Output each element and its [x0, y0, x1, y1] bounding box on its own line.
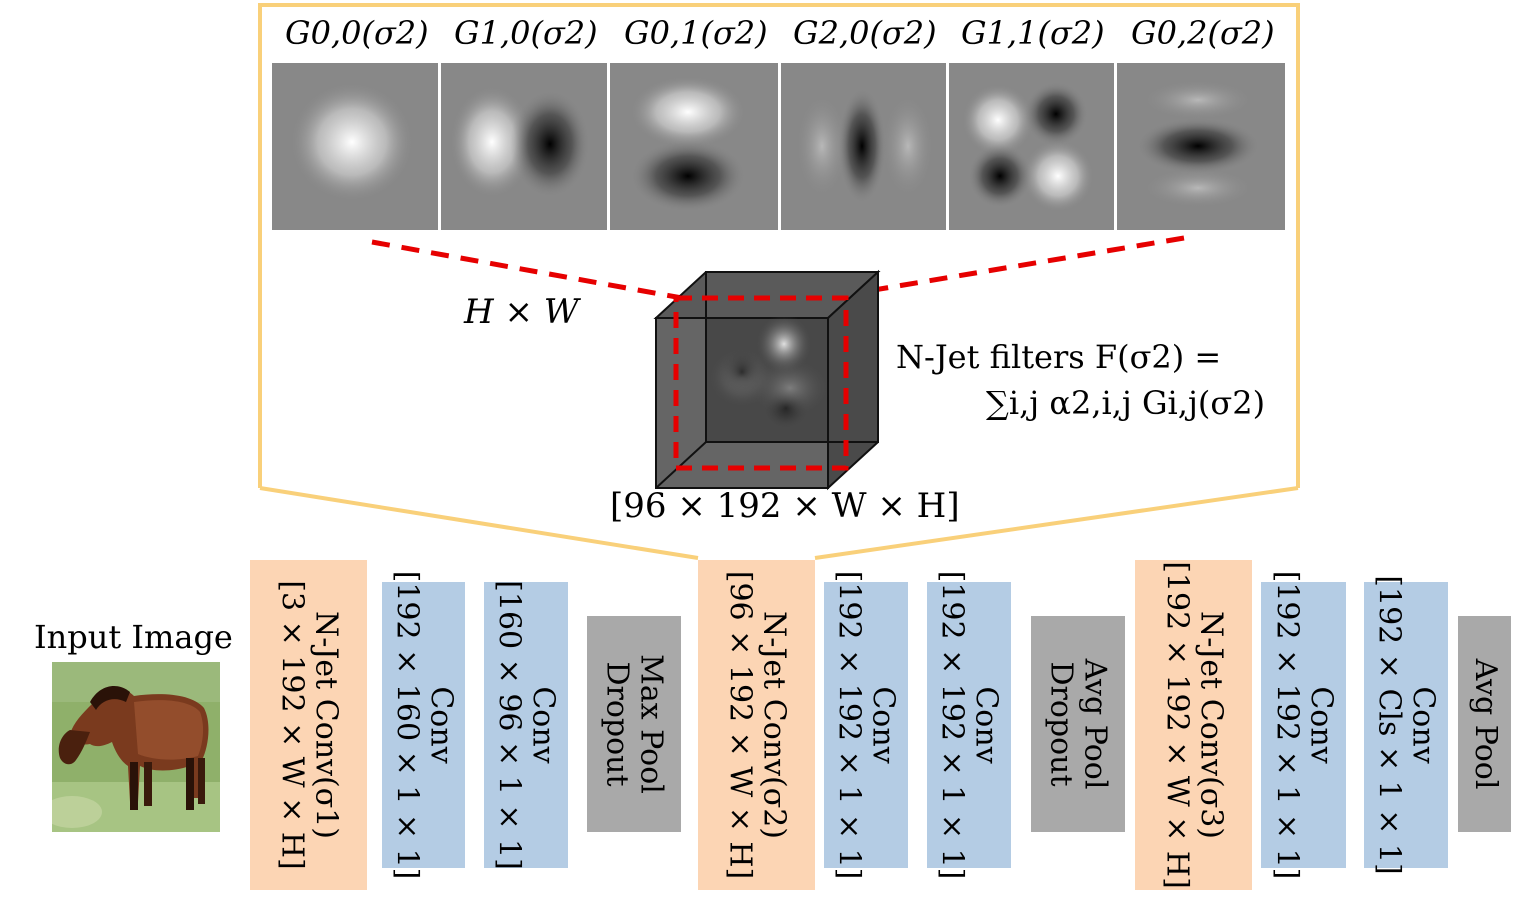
njet-caption-line1: N-Jet filters F(σ2) =: [896, 338, 1222, 376]
net-block-line-1: Conv: [1303, 686, 1339, 764]
net-block-10-conv: Conv [192 × 192 × 1 × 1]: [1261, 571, 1346, 879]
filter-tile-g10: [441, 63, 607, 230]
net-block-label: N-Jet Conv(σ2) [96 × 192 × W × H]: [722, 570, 792, 880]
net-block-label: N-Jet Conv(σ1) [3 × 192 × W × H]: [274, 580, 344, 870]
net-block-line-2: [192 × Cls × 1 × 1]: [1372, 575, 1407, 875]
net-block-line-2: [192 × 192 × W × H]: [1159, 561, 1195, 889]
net-block-label: N-Jet Conv(σ3) [192 × 192 × W × H]: [1159, 561, 1229, 889]
net-block-line-1: N-Jet Conv(σ1): [308, 610, 344, 840]
net-block-5-njet: N-Jet Conv(σ2) [96 × 192 × W × H]: [698, 560, 815, 890]
filter-tile-g11: [949, 63, 1114, 230]
net-block-line-2: [192 × 192 × 1 × 1]: [935, 570, 970, 880]
net-block-7-conv: Conv [192 × 192 × 1 × 1]: [927, 571, 1011, 879]
net-block-3-conv: Conv [160 × 96 × 1 × 1]: [484, 580, 568, 870]
net-block-8-pool: Avg Pool Dropout: [1031, 616, 1125, 832]
filter-tile-g00: [272, 63, 438, 230]
net-block-line-1: Conv: [525, 686, 561, 764]
net-block-line-2: Dropout: [1044, 661, 1079, 787]
njet-caption-line2: ∑i,j α2,i,j Gi,j(σ2): [986, 384, 1266, 422]
net-block-line-1: Max Pool: [633, 654, 669, 794]
filter-tile-g20: [781, 63, 946, 230]
net-block-label: Conv [192 × 192 × 1 × 1]: [1269, 570, 1339, 880]
filter-label-1: G0,0(σ2): [285, 14, 429, 52]
net-block-label: Conv [192 × 192 × 1 × 1]: [935, 570, 1004, 880]
cube-hw-label: H × W: [464, 292, 579, 332]
callout-outline: [258, 3, 1300, 488]
net-block-line-1: Conv: [865, 686, 901, 764]
net-block-label: Max Pool Dropout: [600, 654, 669, 794]
input-image-horse: [52, 662, 220, 832]
net-block-line-1: N-Jet Conv(σ3): [1193, 610, 1229, 840]
filter-label-6: G0,2(σ2): [1131, 14, 1275, 52]
net-block-label: Avg Pool Dropout: [1044, 658, 1113, 790]
filter-label-4: G2,0(σ2): [793, 14, 937, 52]
net-block-line-1: Avg Pool: [1467, 658, 1503, 790]
net-block-11-conv: Conv [192 × Cls × 1 × 1]: [1364, 575, 1448, 875]
net-block-label: Conv [192 × 160 × 1 × 1]: [389, 570, 459, 880]
net-block-label: Conv [192 × 192 × 1 × 1]: [832, 570, 901, 880]
filter-tiles: [272, 63, 1285, 230]
net-block-1-njet: N-Jet Conv(σ1) [3 × 192 × W × H]: [250, 560, 367, 890]
net-block-line-1: Conv: [968, 686, 1004, 764]
net-block-line-1: Conv: [423, 686, 459, 764]
input-image-label: Input Image: [34, 618, 233, 656]
net-block-2-conv: Conv [192 × 160 × 1 × 1]: [382, 571, 465, 879]
net-block-line-1: Conv: [1405, 686, 1441, 764]
net-block-line-2: [192 × 192 × 1 × 1]: [832, 570, 867, 880]
net-block-label: Conv [160 × 96 × 1 × 1]: [492, 580, 561, 870]
net-block-12-pool: Avg Pool: [1458, 616, 1511, 832]
filter-to-cube-dashed-right: [861, 235, 1185, 295]
filter-label-5: G1,1(σ2): [961, 14, 1105, 52]
filter-tile-g01: [610, 63, 778, 230]
net-block-4-pool: Max Pool Dropout: [587, 616, 681, 832]
callout-connector-right: [814, 486, 1299, 560]
net-block-line-2: [96 × 192 × W × H]: [722, 570, 758, 880]
net-block-line-2: [192 × 160 × 1 × 1]: [389, 570, 425, 880]
net-block-line-1: Avg Pool: [1077, 658, 1113, 790]
net-block-line-2: [160 × 96 × 1 × 1]: [492, 580, 527, 870]
filter-label-2: G1,0(σ2): [454, 14, 598, 52]
filter-cube: [653, 269, 881, 491]
net-block-label: Avg Pool: [1467, 658, 1503, 790]
filter-to-cube-dashed-left: [371, 239, 683, 301]
net-block-9-njet: N-Jet Conv(σ3) [192 × 192 × W × H]: [1135, 560, 1252, 890]
filter-tile-g02: [1117, 63, 1285, 230]
net-block-label: Conv [192 × Cls × 1 × 1]: [1372, 575, 1441, 875]
net-block-line-2: Dropout: [600, 661, 635, 787]
net-block-line-1: N-Jet Conv(σ2): [756, 610, 792, 840]
filter-label-3: G0,1(σ2): [624, 14, 768, 52]
callout-connector-left: [259, 486, 699, 560]
cube-dims-label: [96 × 192 × W × H]: [610, 486, 960, 526]
net-block-line-2: [192 × 192 × 1 × 1]: [1269, 570, 1305, 880]
net-block-6-conv: Conv [192 × 192 × 1 × 1]: [824, 571, 908, 879]
net-block-line-2: [3 × 192 × W × H]: [274, 580, 310, 870]
